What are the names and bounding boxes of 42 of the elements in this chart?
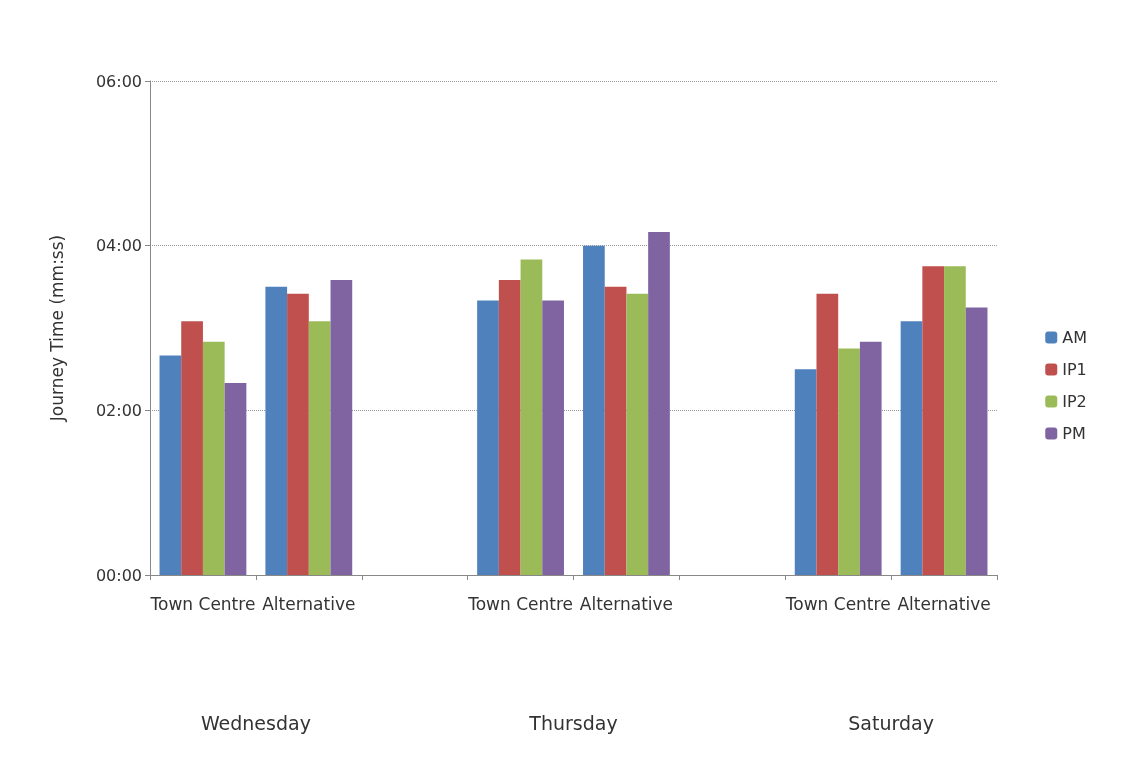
bar <box>477 300 499 575</box>
legend-label: PM <box>1062 424 1086 443</box>
legend-label: IP2 <box>1062 392 1087 411</box>
legend-label: IP1 <box>1062 360 1087 379</box>
bar <box>159 355 182 575</box>
x-tick-label: Town Centre <box>784 594 891 614</box>
x-tick-label: Alternative <box>579 594 674 614</box>
bar <box>498 279 521 575</box>
text: Saturday <box>848 711 934 734</box>
bar <box>859 341 882 575</box>
bar <box>287 293 309 575</box>
y-tick-label: 00:00 <box>95 565 142 585</box>
bar <box>520 259 543 575</box>
bar <box>583 245 605 575</box>
bar <box>838 348 860 575</box>
bar <box>965 307 988 575</box>
bar <box>900 321 923 575</box>
bar <box>794 369 817 575</box>
bar <box>648 231 670 575</box>
y-tick-label: 02:00 <box>95 400 142 420</box>
bar <box>542 300 564 575</box>
bar <box>816 293 839 575</box>
bar <box>224 382 247 575</box>
bar <box>922 266 945 575</box>
x-tick-label: Town Centre <box>149 594 256 614</box>
bar <box>265 286 288 575</box>
x-tick-label: Alternative <box>897 594 991 614</box>
x-tick-label: Alternative <box>262 594 356 614</box>
x-tick-label: Town Centre <box>467 594 573 614</box>
bar <box>604 286 627 575</box>
text: Wednesday <box>200 711 311 734</box>
bar <box>202 341 225 575</box>
bar <box>626 293 649 575</box>
bar <box>181 321 203 575</box>
y-axis-title: Journey Time (mm:ss) <box>46 234 67 423</box>
y-tick-label: 06:00 <box>95 71 142 91</box>
legend-label: AM <box>1062 328 1087 347</box>
bar <box>330 279 353 575</box>
y-tick-label: 04:00 <box>95 236 142 256</box>
bar <box>944 266 966 575</box>
bar <box>308 321 331 575</box>
text: Thursday <box>528 711 618 734</box>
